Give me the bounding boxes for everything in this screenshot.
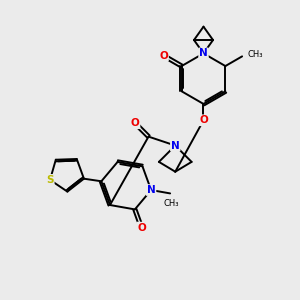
Text: CH₃: CH₃ xyxy=(164,199,179,208)
Text: N: N xyxy=(171,140,180,151)
Text: O: O xyxy=(131,118,140,128)
Text: O: O xyxy=(137,223,146,232)
Text: N: N xyxy=(147,185,155,195)
Text: S: S xyxy=(46,175,54,185)
Text: CH₃: CH₃ xyxy=(248,50,263,59)
Text: O: O xyxy=(159,51,168,61)
Text: O: O xyxy=(199,115,208,125)
Text: N: N xyxy=(199,48,208,59)
